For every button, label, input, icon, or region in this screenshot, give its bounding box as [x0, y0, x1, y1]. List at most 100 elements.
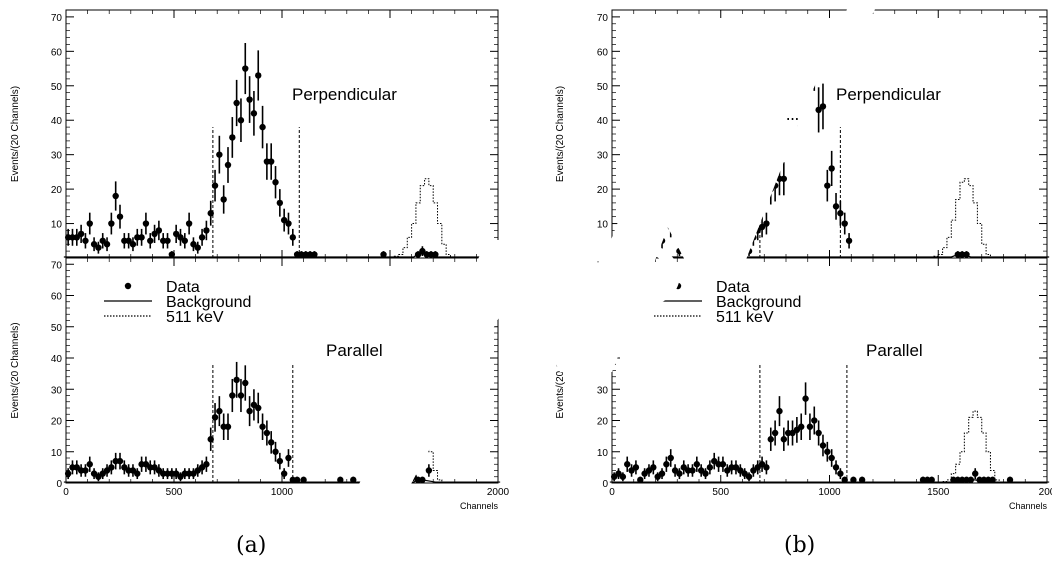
y-tick-label: 70	[597, 260, 609, 271]
chart-panel-b-perpendicular: 10203040506070Events/(20 Channels) Perpen…	[555, 10, 1049, 258]
data-point	[108, 220, 114, 226]
series-511kev	[930, 179, 995, 258]
data-point	[728, 244, 734, 250]
data-point	[641, 231, 647, 237]
data-point	[225, 424, 231, 430]
data-point	[208, 210, 214, 216]
data-point	[685, 248, 691, 254]
data-point	[650, 464, 656, 470]
data-point	[833, 464, 839, 470]
data-point	[277, 458, 283, 464]
data-point	[147, 238, 153, 244]
y-tick-label: 50	[51, 82, 63, 93]
y-tick-label: 40	[51, 116, 63, 127]
data-point	[828, 165, 834, 171]
data-point	[426, 467, 432, 473]
data-point	[290, 234, 296, 240]
panel-label: Parallel	[326, 341, 383, 360]
legend-label: 511 keV	[166, 309, 224, 326]
data-point	[212, 414, 218, 420]
data-point	[833, 203, 839, 209]
data-point	[246, 408, 252, 414]
data-point	[82, 467, 88, 473]
y-tick-label: 30	[597, 151, 609, 162]
data-point	[785, 124, 791, 130]
data-point	[681, 231, 687, 237]
data-point	[846, 238, 852, 244]
data-point	[802, 395, 808, 401]
data-point	[143, 220, 149, 226]
data-point	[134, 470, 140, 476]
x-tick-label: 1000	[818, 487, 841, 498]
data-point	[246, 96, 252, 102]
data-point	[772, 182, 778, 188]
data-point	[694, 461, 700, 467]
y-tick-label: 40	[597, 354, 609, 365]
data-point	[676, 470, 682, 476]
chart-panel-a-perpendicular: 10 20 30 40 50 60 70 Events/(20 Channels) Perpen…	[10, 10, 500, 258]
data-point	[225, 162, 231, 168]
data-point	[130, 241, 136, 247]
y-axis-label: Events/(20 Channels)	[555, 86, 566, 182]
data-point	[220, 196, 226, 202]
data-point	[711, 234, 717, 240]
data-point	[733, 238, 739, 244]
data-point	[208, 436, 214, 442]
series-511kev	[938, 411, 1003, 483]
data-point	[707, 464, 713, 470]
data-point	[259, 124, 265, 130]
data-point	[242, 65, 248, 71]
x-tick-label: 1000	[271, 487, 294, 498]
series-data	[611, 32, 970, 258]
legend: DataBackground511 keV	[104, 279, 251, 326]
data-point	[811, 62, 817, 68]
data-point	[807, 424, 813, 430]
data-point	[702, 244, 708, 250]
plot-frame	[612, 10, 1047, 258]
y-tick-label: 0	[56, 479, 62, 490]
data-point	[720, 244, 726, 250]
data-point	[182, 238, 188, 244]
y-tick-label: 50	[597, 323, 609, 334]
x-axis-label: Channels	[1009, 501, 1048, 511]
data-point	[233, 377, 239, 383]
data-point	[268, 439, 274, 445]
data-point	[707, 227, 713, 233]
data-point	[794, 100, 800, 106]
data-point	[820, 103, 826, 109]
data-point	[715, 224, 721, 230]
data-point	[763, 464, 769, 470]
series-data	[611, 382, 1013, 483]
data-point	[824, 449, 830, 455]
data-point	[264, 430, 270, 436]
y-tick-label: 50	[51, 323, 63, 334]
y-tick-label: 30	[51, 151, 63, 162]
x-tick-label: 1500	[379, 487, 402, 498]
data-point	[689, 238, 695, 244]
data-point	[117, 213, 123, 219]
y-tick-label: 10	[597, 220, 609, 231]
data-point	[798, 79, 804, 85]
data-point	[259, 424, 265, 430]
data-point	[798, 424, 804, 430]
data-point	[654, 231, 660, 237]
panel-label: Parallel	[866, 341, 923, 360]
panel-caption-b: (b)	[784, 533, 815, 558]
plot-frame	[66, 258, 498, 483]
data-point	[229, 392, 235, 398]
y-tick-label: 20	[597, 417, 609, 428]
data-point	[750, 234, 756, 240]
data-point	[138, 234, 144, 240]
x-tick-label: 500	[712, 487, 729, 498]
data-point	[724, 231, 730, 237]
x-tick-label: 200	[1039, 487, 1052, 498]
data-point	[615, 238, 621, 244]
data-point	[633, 464, 639, 470]
data-point	[672, 213, 678, 219]
panel-label: Perpendicular	[836, 85, 941, 104]
data-point	[108, 464, 114, 470]
y-axis-label: Events/(20 Channels)	[10, 322, 21, 418]
